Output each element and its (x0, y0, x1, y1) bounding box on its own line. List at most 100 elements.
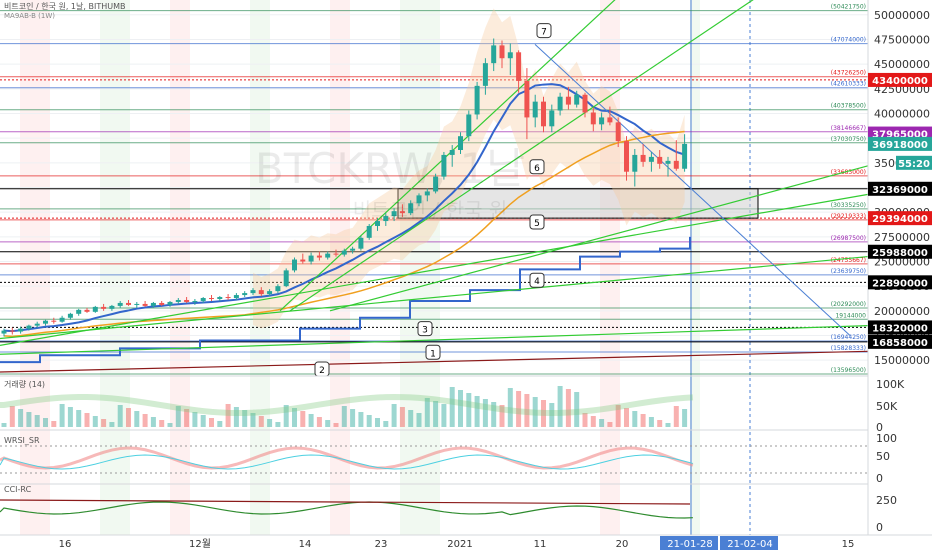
candle-body (408, 203, 414, 214)
candle-body (192, 300, 198, 302)
step-line (0, 236, 691, 364)
price-tag-label: 55:20 (898, 159, 930, 170)
candle-body (399, 211, 405, 214)
candle-body (308, 255, 314, 262)
volume-bar (18, 409, 24, 427)
volume-bar (366, 415, 372, 427)
volume-bar (267, 419, 273, 427)
candle-body (366, 225, 372, 238)
candle-body (557, 96, 563, 111)
volume-bar (109, 422, 115, 427)
candle-body (242, 293, 248, 296)
trendline-blue (534, 44, 851, 336)
volume-bar (541, 400, 546, 427)
background-zone (250, 0, 270, 540)
candle-body (175, 299, 181, 302)
level-label: (37030750) (831, 136, 866, 143)
x-tick-label: 21-02-04 (727, 539, 772, 550)
price-tag-label: 43400000 (872, 76, 928, 87)
candle-body (43, 320, 48, 324)
volume-bar (292, 408, 297, 427)
candle-body (599, 117, 605, 125)
wave-label: 3 (422, 326, 428, 336)
level-label: (23639750) (831, 268, 866, 275)
price-tag-label: 25988000 (872, 248, 928, 259)
candle-body (383, 216, 389, 222)
candle-body (184, 299, 190, 302)
volume-bar (499, 405, 505, 427)
wave-label-box (529, 214, 545, 230)
volume-bar (482, 399, 488, 427)
volume-bar (590, 416, 596, 427)
y-tick-label: 27500000 (874, 231, 930, 244)
wave-label-box (529, 159, 545, 175)
volume-bar (217, 421, 223, 427)
candle-body (433, 176, 439, 192)
volume-bar (375, 418, 380, 427)
rsi-panel-title: WRSI_SR (4, 436, 40, 445)
level-label: (33683000) (831, 169, 866, 176)
candle-body (507, 52, 513, 59)
candle-body (565, 96, 571, 105)
right-axis-bg (868, 0, 932, 535)
volume-panel-title: 거래량 (14) (4, 379, 45, 389)
candle-body (449, 149, 455, 155)
wave-label: 1 (430, 349, 436, 359)
trendline-green (0, 325, 869, 355)
price-zone-box (397, 188, 759, 219)
candle-body (632, 154, 638, 172)
candle-body (491, 45, 497, 64)
y-tick-label: 20000000 (874, 305, 930, 318)
cci-line (0, 501, 693, 519)
rsi-signal-line (0, 454, 694, 470)
candle-body (424, 191, 430, 196)
candle-body (109, 305, 115, 309)
candle-body (200, 298, 206, 301)
volume-bar (184, 409, 190, 427)
level-label: (30335250) (831, 202, 866, 209)
candle-body (682, 143, 688, 169)
candle-body (134, 303, 140, 305)
candle-body (499, 45, 505, 59)
volume-bar (300, 411, 306, 427)
moving-average-slow (3, 130, 685, 338)
candle-body (482, 63, 488, 86)
candle-body (92, 306, 98, 312)
wave-label-box (536, 23, 552, 39)
background-zone (170, 0, 190, 540)
volume-bar (648, 417, 654, 427)
volume-bar (408, 410, 414, 427)
volume-bar (175, 406, 181, 427)
date-highlight (720, 536, 778, 550)
candle-body (516, 52, 522, 81)
candle-body (325, 253, 331, 258)
candle-body (126, 302, 131, 305)
candle-body (416, 195, 422, 204)
volume-bar (449, 387, 455, 427)
volume-bar (308, 414, 314, 427)
moving-average-fast (3, 83, 685, 333)
candle-body (375, 221, 380, 226)
candle-body (101, 306, 107, 309)
volume-bar (557, 386, 563, 427)
candle-body (657, 156, 663, 164)
volume-bar (67, 407, 73, 427)
candle-body (225, 297, 231, 299)
candle-body (300, 259, 306, 262)
panel-tick-label: 0 (876, 521, 883, 534)
level-label: (42610333) (831, 81, 866, 88)
candle-body (209, 298, 214, 300)
candle-body (474, 85, 480, 115)
level-label: (38146667) (831, 125, 866, 132)
volume-bar (565, 389, 571, 427)
background-zone (330, 0, 350, 540)
price-tag (896, 155, 932, 170)
candle-body (275, 286, 281, 292)
candle-body (673, 160, 679, 169)
candle-body (292, 259, 297, 271)
volume-bar (582, 413, 588, 427)
candle-body (607, 117, 613, 123)
price-tag-label: 36918000 (872, 140, 928, 151)
cci-panel-title: CCI-RC (4, 485, 32, 494)
